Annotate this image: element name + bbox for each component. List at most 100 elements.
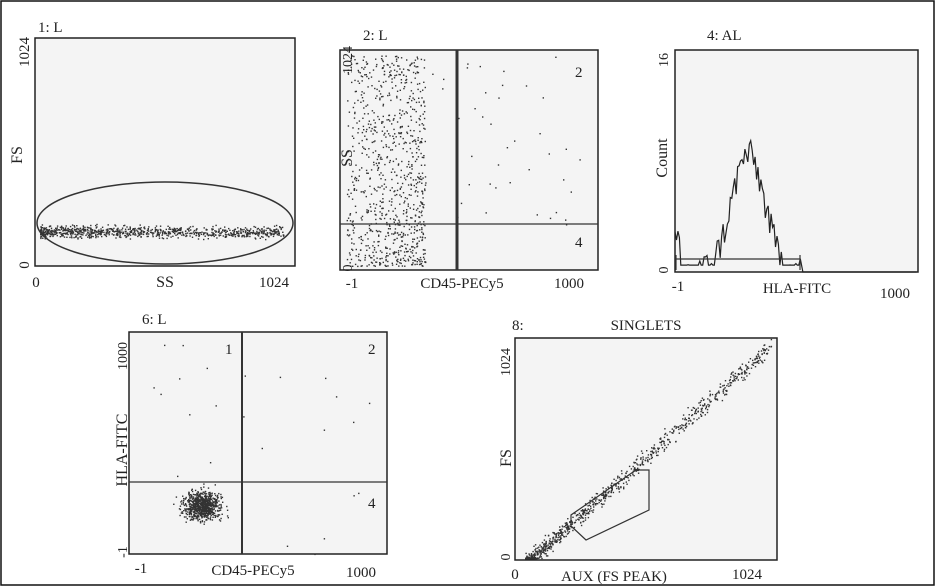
data-point (371, 85, 373, 87)
data-point (217, 509, 219, 512)
data-point (87, 231, 89, 234)
data-point (224, 233, 227, 235)
data-point (268, 236, 270, 238)
data-point (415, 186, 418, 189)
data-point (557, 536, 559, 539)
data-point (347, 100, 349, 102)
data-point (215, 515, 217, 517)
data-point (187, 511, 189, 513)
data-point (134, 234, 136, 236)
data-point (394, 219, 396, 221)
data-point (587, 512, 589, 515)
data-point (48, 232, 51, 234)
data-point (375, 97, 377, 99)
data-point (374, 130, 376, 132)
data-point (406, 197, 408, 200)
data-point (219, 232, 221, 234)
data-point (194, 512, 197, 514)
data-point (108, 232, 111, 234)
data-point (393, 218, 395, 220)
data-point (95, 224, 97, 227)
data-point (569, 528, 571, 530)
data-point (126, 233, 128, 235)
data-point (220, 517, 222, 520)
data-point (195, 501, 198, 504)
data-point (372, 133, 374, 135)
data-point (186, 518, 188, 520)
data-point (424, 188, 426, 190)
data-point (385, 55, 387, 57)
data-point (218, 492, 220, 495)
data-point (535, 557, 537, 560)
data-point (700, 408, 702, 410)
data-point (204, 516, 206, 518)
data-point (356, 122, 358, 124)
data-point (213, 504, 215, 507)
data-point (682, 424, 684, 427)
data-point (418, 97, 420, 99)
data-point (376, 131, 378, 134)
data-point (381, 214, 383, 217)
data-point (51, 232, 53, 234)
data-point (273, 230, 275, 232)
data-point (748, 361, 750, 363)
data-point (364, 234, 367, 236)
data-point (90, 237, 92, 239)
data-point (424, 128, 426, 130)
data-point (755, 355, 758, 357)
data-point (260, 228, 263, 230)
data-point (566, 522, 568, 524)
y-tick-label: 16 (657, 53, 672, 67)
data-point (708, 405, 710, 408)
data-point (389, 135, 391, 137)
data-point (80, 230, 82, 232)
data-point (203, 238, 205, 241)
data-point (71, 228, 73, 231)
data-point (215, 224, 217, 227)
data-point (760, 350, 763, 352)
data-point (218, 510, 221, 512)
data-point (354, 178, 356, 180)
data-point (399, 262, 401, 264)
data-point (129, 234, 132, 236)
data-point (385, 144, 387, 146)
data-point (442, 88, 444, 90)
data-point (140, 227, 142, 229)
data-point (544, 546, 546, 548)
data-point (729, 382, 731, 384)
data-point (137, 235, 139, 238)
data-point (152, 235, 154, 238)
data-point (112, 230, 114, 232)
data-point (419, 236, 422, 238)
data-point (247, 234, 249, 236)
data-point (648, 458, 651, 460)
data-point (373, 187, 375, 190)
data-point (403, 177, 406, 179)
data-point (592, 509, 595, 511)
data-point (382, 81, 385, 83)
data-point (83, 229, 85, 231)
data-point (584, 517, 587, 519)
data-point (376, 164, 379, 167)
data-point (376, 190, 378, 192)
data-point (558, 539, 560, 541)
data-point (620, 486, 622, 489)
data-point (126, 235, 128, 238)
data-point (646, 450, 648, 452)
data-point (399, 109, 401, 111)
data-point (49, 235, 52, 237)
data-point (415, 179, 417, 181)
data-point (416, 229, 419, 232)
data-point (130, 230, 133, 233)
data-point (399, 74, 401, 76)
data-point (375, 251, 377, 253)
data-point (741, 371, 743, 374)
data-point (160, 230, 162, 232)
data-point (73, 236, 75, 239)
data-point (639, 464, 641, 467)
data-point (347, 229, 349, 231)
data-point (528, 556, 530, 558)
data-point (85, 230, 87, 232)
data-point (552, 550, 554, 553)
data-point (592, 503, 595, 505)
